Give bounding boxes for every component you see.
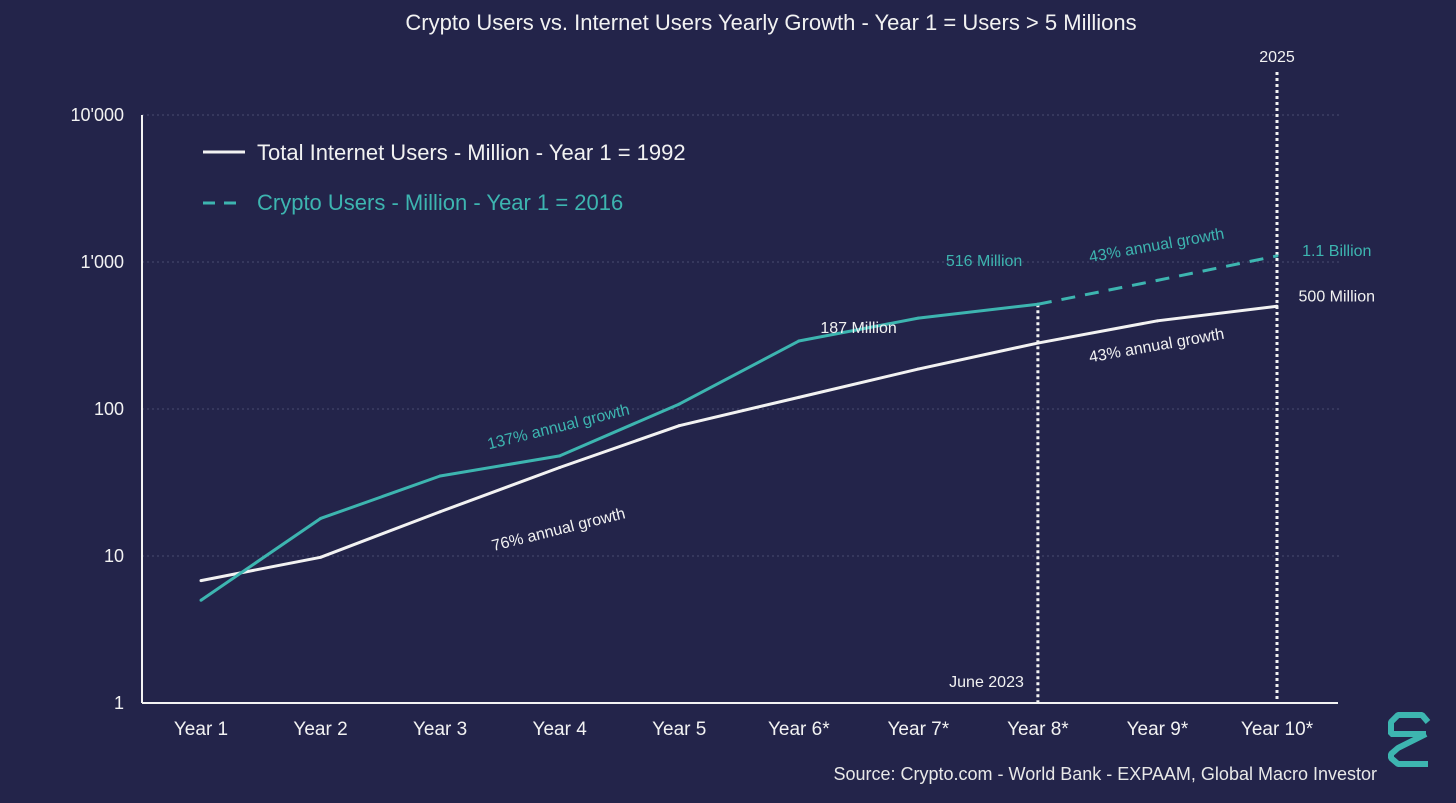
data-point [916,316,920,320]
data-point [558,465,562,469]
data-point [1155,319,1159,323]
x-tick-label: Year 7* [888,719,950,740]
data-point [677,402,681,406]
data-point [797,395,801,399]
data-point [319,516,323,520]
chart-title: Crypto Users vs. Internet Users Yearly G… [405,10,1136,35]
annotation: 500 Million [1299,288,1375,305]
x-tick-label: Year 3 [413,719,467,740]
annotation: 187 Million [820,320,896,337]
annotation: 516 Million [946,253,1022,270]
reference-line-label: June 2023 [949,674,1024,691]
x-tick-label: Year 1 [174,719,228,740]
y-tick-label: 1'000 [81,252,124,272]
data-point [558,454,562,458]
data-point [1036,302,1040,306]
x-tick-label: Year 9* [1127,719,1189,740]
data-point [916,367,920,371]
x-tick-label: Year 6* [768,719,830,740]
legend-label-internet: Total Internet Users - Million - Year 1 … [257,140,686,165]
reference-line-label: 2025 [1259,49,1295,66]
data-point [797,339,801,343]
source-note: Source: Crypto.com - World Bank - EXPAAM… [833,764,1377,784]
series-line-1 [200,302,1039,602]
legend: Total Internet Users - Million - Year 1 … [203,140,686,215]
data-point [438,474,442,478]
y-tick-label: 10 [104,546,124,566]
annotation: 43% annual growth [1088,326,1226,367]
data-point [199,598,203,602]
y-tick-label: 100 [94,399,124,419]
y-tick-label: 1 [114,693,124,713]
data-point [438,510,442,514]
x-tick-label: Year 5 [652,719,706,740]
x-tick-label: Year 8* [1007,719,1069,740]
data-point [1275,254,1279,258]
brand-logo [1388,712,1431,767]
data-point [1275,304,1279,308]
data-point [199,579,203,583]
data-point [319,555,323,559]
x-tick-label: Year 4 [533,719,588,740]
x-tick-label: Year 2 [293,719,347,740]
data-point [677,424,681,428]
data-point [1036,341,1040,345]
annotation: 1.1 Billion [1302,243,1371,260]
annotation: 76% annual growth [490,505,627,555]
annotation: 43% annual growth [1088,226,1226,267]
data-point [1155,278,1159,282]
series-line-0 [200,304,1278,583]
legend-label-crypto: Crypto Users - Million - Year 1 = 2016 [257,190,623,215]
x-tick-label: Year 10* [1241,719,1314,740]
y-tick-label: 10'000 [71,105,125,125]
